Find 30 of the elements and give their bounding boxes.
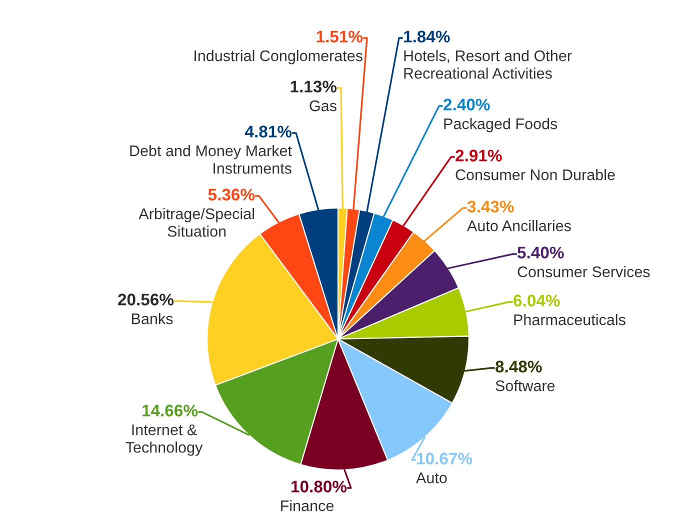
data-label: 6.04%	[514, 294, 560, 306]
data-label: 14.66%	[142, 404, 198, 416]
slice-label: Consumer Non Durable	[456, 169, 615, 180]
data-label: 10.80%	[292, 480, 347, 492]
slice-label: Software	[496, 380, 555, 392]
slice-label: Hotels, Resort and Other Recreational Activities	[404, 50, 572, 79]
data-label: 2.91%	[456, 150, 502, 162]
data-label: 8.48%	[496, 360, 542, 372]
slice-label: Banks	[132, 313, 173, 324]
slice-label: Industrial Conglomerates	[194, 50, 362, 64]
data-label: 5.40%	[518, 246, 564, 258]
data-label: 4.81%	[244, 126, 292, 138]
slice-label: Packaged Foods	[444, 118, 558, 132]
slice-label: Gas	[310, 100, 336, 112]
data-label: 20.56%	[118, 294, 174, 306]
slice-label: Consumer Services	[518, 266, 650, 278]
data-label: 5.36%	[208, 188, 255, 200]
slice-label: Auto Ancillaries	[467, 220, 571, 232]
data-label: 1.84%	[404, 30, 450, 42]
slice-label: Arbitrage/Special Situation	[138, 208, 254, 237]
slice-label: Pharmaceuticals	[514, 314, 626, 326]
data-label: 1.13%	[290, 80, 337, 92]
slice-label: Auto	[416, 472, 447, 484]
slice-label: Finance	[281, 500, 334, 512]
slice-label: Internet & Technology	[126, 424, 203, 456]
data-label: 1.51%	[316, 30, 363, 42]
slice-label: Debt and Money Market Instruments	[130, 145, 292, 174]
data-label: 10.67%	[417, 452, 472, 464]
data-label: 3.43%	[467, 200, 514, 212]
data-label: 2.40%	[444, 98, 490, 110]
